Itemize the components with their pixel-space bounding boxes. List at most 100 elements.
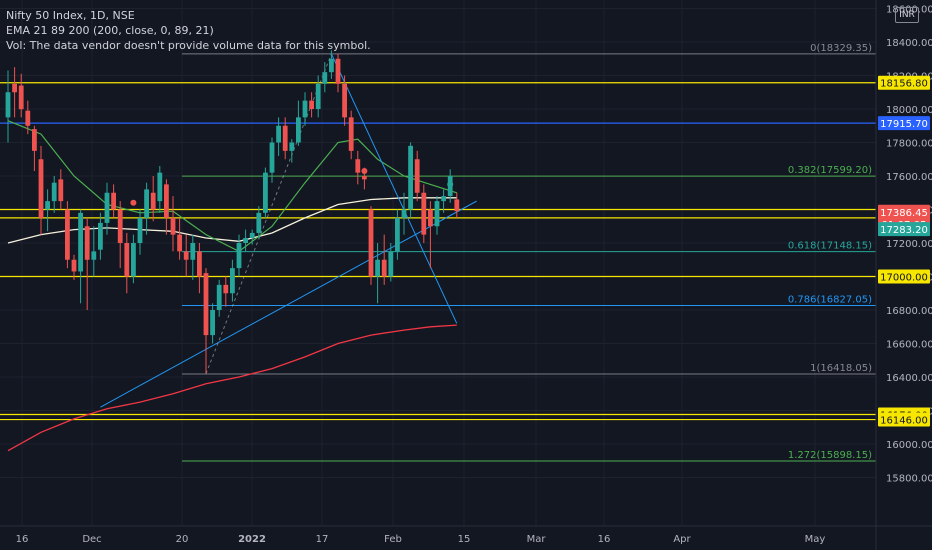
candle-body	[335, 58, 341, 84]
signal-dot	[361, 167, 368, 174]
candle-body	[117, 209, 123, 243]
candle-body	[71, 259, 77, 272]
legend-volume: Vol: The data vendor doesn't provide vol…	[6, 39, 371, 52]
trend-line	[330, 53, 458, 324]
candle-body	[203, 273, 209, 336]
level-price-tag	[878, 412, 930, 427]
candle-body	[51, 182, 57, 202]
candle-body	[329, 58, 334, 73]
current-price-tag-text: 17283.20	[880, 225, 928, 236]
price-tick-label: 16800.00	[886, 306, 932, 317]
candle-body	[5, 92, 11, 118]
level-price-tag-text: 18156.80	[880, 79, 928, 90]
ema21-line	[7, 120, 457, 253]
level-price-tag	[878, 269, 930, 284]
candle-body	[157, 172, 163, 202]
level-price-tag	[878, 75, 930, 90]
candlesticks	[5, 50, 460, 374]
candle-body	[84, 226, 90, 260]
price-tick-label: 18600.00	[886, 5, 932, 16]
price-tick-label: 17800.00	[886, 139, 932, 150]
candle-body	[164, 184, 169, 218]
time-tick-label: 17	[316, 534, 329, 545]
candle-body	[98, 222, 103, 250]
candle-body	[362, 176, 367, 180]
time-tick-label: 2022	[238, 534, 266, 545]
candle-body	[230, 268, 235, 294]
candle-body	[216, 284, 222, 310]
candle-body	[401, 209, 407, 218]
candle-body	[375, 259, 380, 277]
current-price-tag-text: 17386.45	[880, 208, 928, 219]
candle-body	[170, 217, 176, 235]
level-price-tag-text: 16146.00	[880, 416, 928, 427]
candle-body	[65, 209, 70, 260]
current-price-tag	[878, 222, 930, 237]
price-tick-label: 16000.00	[886, 440, 932, 451]
current-price-tag	[878, 204, 930, 219]
candle-body	[322, 72, 328, 84]
time-axis[interactable]: 16 Dec 20 2022 17 Feb 15 Mar 16 Apr May	[16, 534, 826, 545]
time-tick-label: Mar	[527, 534, 547, 545]
candle-body	[434, 201, 440, 227]
candle-body	[408, 145, 413, 210]
candle-body	[32, 129, 37, 151]
signal-dots	[130, 167, 454, 206]
candle-body	[256, 212, 262, 233]
trend-lines	[100, 53, 477, 408]
time-tick-label: Apr	[673, 534, 691, 545]
fib-label: 0.786(16827.05)	[788, 294, 872, 305]
candle-body	[421, 192, 427, 235]
candle-body	[302, 100, 308, 118]
price-tick-label: 17600.00	[886, 172, 932, 183]
candle-body	[249, 232, 255, 238]
candle-body	[91, 251, 97, 260]
candle-body	[104, 192, 110, 223]
legend-ema[interactable]: EMA 21 89 200 (200, close, 0, 89, 21)	[6, 24, 214, 37]
candle-body	[131, 243, 136, 277]
legend-symbol[interactable]: Nifty 50 Index, 1D, NSE	[6, 9, 135, 22]
candle-body	[355, 159, 361, 173]
fib-label: 1(16418.05)	[810, 363, 872, 374]
candle-body	[210, 310, 215, 336]
price-tick-label: 15800.00	[886, 474, 932, 485]
candle-body	[236, 243, 242, 269]
candle-body	[395, 217, 400, 252]
time-tick-label: Feb	[384, 534, 402, 545]
candle-body	[342, 83, 347, 118]
candle-body	[12, 83, 17, 93]
price-tick-label: 18000.00	[886, 105, 932, 116]
currency-badge[interactable]: INR	[895, 7, 919, 23]
candle-body	[137, 217, 143, 243]
candle-body	[124, 243, 130, 277]
fib-label: 1.272(15898.15)	[788, 450, 872, 461]
candle-body	[388, 251, 394, 277]
candle-body	[315, 83, 321, 109]
candle-body	[38, 159, 44, 218]
price-tick-label: 16400.00	[886, 373, 932, 384]
candle-body	[190, 243, 196, 260]
signal-dot	[447, 181, 454, 188]
fib-label: 0.618(17148.15)	[788, 241, 872, 252]
candle-body	[243, 237, 248, 243]
candle-body	[18, 85, 24, 110]
time-tick-label: Dec	[82, 534, 101, 545]
level-price-tag-text: 17000.00	[880, 273, 928, 284]
level-price-tag-text: 17915.70	[880, 119, 928, 130]
time-tick-label: 16	[598, 534, 611, 545]
candle-body	[78, 212, 83, 272]
candle-body	[150, 192, 156, 210]
chart-legend: Nifty 50 Index, 1D, NSE EMA 21 89 200 (2…	[6, 8, 371, 53]
candle-body	[111, 192, 116, 210]
candle-body	[144, 189, 149, 218]
candle-body	[223, 284, 229, 294]
candle-body	[289, 142, 295, 151]
signal-dot	[130, 199, 137, 206]
price-tick-label: 17200.00	[886, 239, 932, 250]
time-tick-label: 20	[176, 534, 189, 545]
candle-body	[454, 199, 460, 212]
time-tick-label: May	[805, 534, 826, 545]
fib-label: 0.382(17599.20)	[788, 165, 872, 176]
